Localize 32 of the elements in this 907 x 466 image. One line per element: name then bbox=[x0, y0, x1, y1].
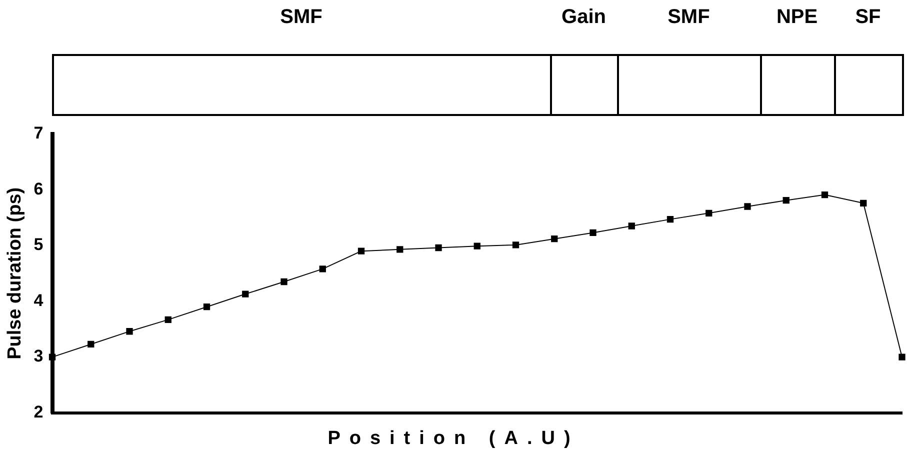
x-axis-title: Position (A.U) bbox=[326, 428, 580, 450]
y-tick-label: 5 bbox=[34, 235, 44, 254]
y-axis-title: Pulse duration (ps) bbox=[4, 187, 26, 360]
point bbox=[512, 242, 520, 248]
point bbox=[319, 266, 326, 272]
point bbox=[551, 236, 558, 242]
y-tick-label: 7 bbox=[34, 124, 44, 143]
point bbox=[48, 354, 56, 360]
point bbox=[782, 197, 790, 204]
point bbox=[744, 203, 751, 210]
point bbox=[126, 328, 133, 335]
point bbox=[242, 290, 249, 298]
point bbox=[164, 316, 172, 324]
point bbox=[88, 340, 94, 348]
point bbox=[358, 248, 365, 254]
point bbox=[590, 229, 596, 236]
y-tick-label: 4 bbox=[34, 290, 44, 310]
point bbox=[860, 200, 867, 206]
point bbox=[666, 216, 674, 223]
point bbox=[435, 244, 442, 252]
point bbox=[203, 304, 210, 310]
point bbox=[898, 354, 906, 360]
point bbox=[628, 222, 635, 230]
point bbox=[474, 242, 480, 250]
y-tick-label: 2 bbox=[34, 402, 44, 422]
y-tick-label: 6 bbox=[34, 179, 44, 198]
y-tick-label: 3 bbox=[34, 346, 44, 366]
point bbox=[706, 210, 712, 217]
point bbox=[821, 191, 828, 198]
point bbox=[396, 246, 404, 253]
fiber-segment-diagram: SMF Gain SMF NPE SF bbox=[0, 0, 907, 120]
point bbox=[280, 278, 288, 286]
